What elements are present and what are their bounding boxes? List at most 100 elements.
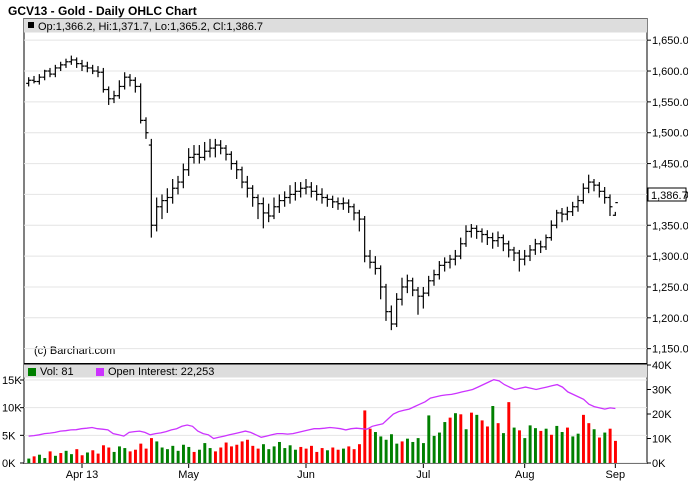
copyright-text: (c) Barchart.com <box>34 345 115 357</box>
price-tick-label: 1,200.0 <box>652 313 688 325</box>
ohlc-bar <box>175 175 181 195</box>
volume-bar <box>256 448 260 463</box>
price-bars <box>26 55 618 331</box>
ohlc-bar <box>42 69 48 81</box>
ohlc-bar <box>426 275 432 297</box>
volume-bar <box>496 423 500 463</box>
ohlc-bar <box>532 238 538 255</box>
volume-bar <box>294 449 297 463</box>
ohlc-bar <box>575 195 581 212</box>
volume-bar <box>272 446 276 463</box>
ohlc-bar <box>538 240 544 254</box>
ohlc-bar <box>282 191 288 207</box>
ohlc-bar <box>564 206 570 221</box>
x-tick-label: Sep <box>606 469 626 481</box>
volume-bar <box>198 449 201 463</box>
ohlc-bar <box>196 145 202 164</box>
ohlc-bar <box>244 175 250 198</box>
price-tick-label: 1,350.0 <box>652 220 688 232</box>
ohlc-bar <box>612 202 618 216</box>
volume-bar <box>544 428 548 463</box>
volume-header-bar <box>24 364 647 378</box>
ohlc-bar <box>420 286 426 309</box>
ohlc-bar <box>431 269 437 286</box>
ohlc-bar <box>591 178 597 192</box>
volume-bar <box>150 438 153 463</box>
ohlc-bar <box>554 209 560 229</box>
ohlc-bar <box>447 254 453 269</box>
volume-bar <box>411 441 415 463</box>
ohlc-bar <box>255 194 261 220</box>
price-tick-label: 1,150.0 <box>652 344 688 356</box>
volume-bar <box>160 447 164 463</box>
volume-bar <box>107 447 111 463</box>
volume-bar <box>598 437 601 463</box>
volume-bar <box>27 458 31 463</box>
ohlc-bar <box>276 194 282 213</box>
x-tick-label: Apr 13 <box>66 469 98 481</box>
ohlc-bar <box>527 245 533 262</box>
x-tick-label: Jun <box>297 469 315 481</box>
volume-bar <box>224 442 228 463</box>
ohlc-bar <box>31 75 37 84</box>
x-tick-label: May <box>178 469 199 481</box>
volume-bar <box>192 451 196 463</box>
volume-bar <box>400 441 404 463</box>
volume-bar <box>459 414 463 463</box>
ohlc-bar <box>410 277 416 297</box>
ohlc-bar <box>452 249 458 266</box>
volume-bar <box>43 458 47 463</box>
price-tick-label: 1,300.0 <box>652 251 688 263</box>
price-gridlines <box>24 39 647 350</box>
volume-bar <box>379 436 383 463</box>
volume-bar <box>166 449 169 463</box>
ohlc-bar <box>58 61 64 72</box>
volume-bar <box>555 425 559 463</box>
volume-bar <box>155 441 159 463</box>
volume-bar <box>422 443 425 463</box>
ohlc-bar <box>26 77 32 87</box>
ohlc-bar <box>442 257 448 272</box>
volume-bar <box>395 443 399 463</box>
volume-bar <box>486 426 489 463</box>
price-tick-label: 1,550.0 <box>652 97 688 109</box>
x-tick-label: Jul <box>416 469 430 481</box>
ohlc-bar <box>47 67 53 78</box>
ohlc-bar <box>388 305 394 331</box>
volume-bar <box>310 445 313 463</box>
volume-bar <box>358 444 361 463</box>
ohlc-bar <box>479 228 485 243</box>
ohlc-bar <box>68 55 74 65</box>
volume-bar <box>528 425 532 463</box>
volume-bar <box>352 449 356 463</box>
volume-bar <box>518 430 521 463</box>
volume-bar <box>208 448 212 463</box>
volume-bar <box>283 448 287 463</box>
oi-tick-label: 30K <box>652 385 672 397</box>
ohlc-bar <box>308 182 314 198</box>
volume-bar <box>75 449 79 463</box>
ohlc-bar <box>607 194 613 217</box>
volume-bar <box>288 445 292 463</box>
volume-bar <box>427 415 431 463</box>
price-tick-label: 1,250.0 <box>652 282 688 294</box>
ohlc-bar <box>596 182 602 198</box>
ohlc-bar <box>399 277 405 306</box>
volume-bar <box>96 453 100 463</box>
volume-bar <box>112 451 116 463</box>
ohlc-bar <box>340 197 346 210</box>
volume-bar <box>507 402 511 463</box>
ohlc-bar <box>36 74 42 85</box>
ohlc-bar <box>186 148 192 176</box>
ohlc-bar <box>468 224 474 238</box>
ohlc-bar <box>314 185 320 201</box>
price-tick-label: 1,600.0 <box>652 66 688 78</box>
volume-bar <box>118 446 121 463</box>
ohlc-bar <box>367 249 373 269</box>
volume-bar <box>534 428 537 463</box>
ohlc-bar <box>63 58 69 68</box>
volume-bar <box>171 445 175 463</box>
volume-bar <box>587 423 591 463</box>
volume-tick-label: 0K <box>2 458 16 470</box>
